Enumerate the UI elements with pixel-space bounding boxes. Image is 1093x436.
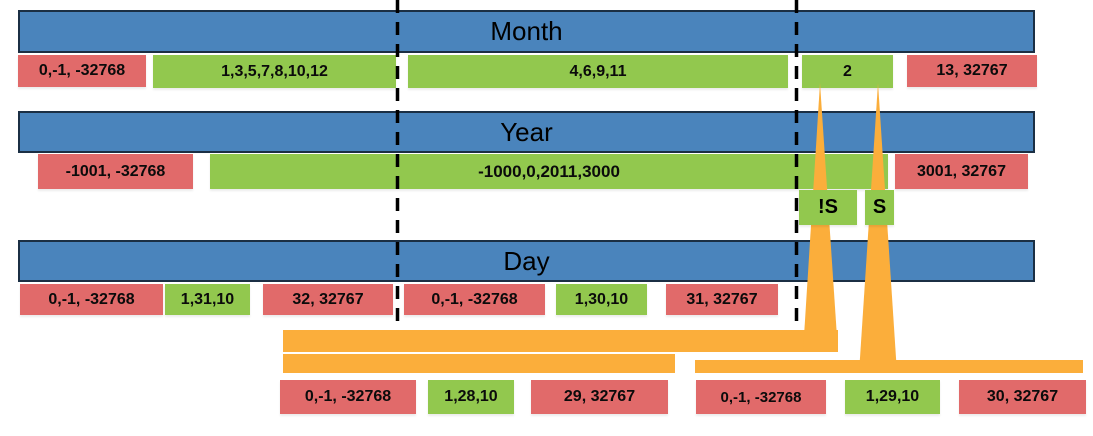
month-valid-30day-box: 4,6,9,11: [408, 55, 788, 88]
month-invalid-high-box: 13, 32767: [907, 55, 1037, 87]
feb-leap-invalid-low-box: 0,-1, -32768: [696, 380, 826, 414]
feb-leap-valid-box: 1,29,10: [845, 380, 940, 414]
year-invalid-low-box: -1001, -32768: [38, 154, 193, 189]
leap-year-flag: S: [865, 190, 894, 225]
feb-nonleap-invalid-low-box: 0,-1, -32768: [280, 380, 416, 414]
leap-connector-bar: [695, 360, 1083, 373]
day30-valid-box: 1,30,10: [556, 284, 647, 315]
feb-nonleap-invalid-high-box: 29, 32767: [531, 380, 668, 414]
year-invalid-high-box: 3001, 32767: [895, 154, 1028, 189]
nonleap-connector-bar-lower: [283, 354, 675, 373]
month-valid-february-box: 2: [802, 55, 893, 88]
day30-invalid-low-box: 0,-1, -32768: [404, 284, 545, 315]
month-invalid-low-box: 0,-1, -32768: [18, 55, 146, 87]
nonleap-connector-bar-upper: [283, 330, 838, 352]
day30-invalid-high-box: 31, 32767: [666, 284, 778, 315]
day-bar-title: Day: [503, 245, 550, 276]
feb-nonleap-valid-box: 1,28,10: [428, 380, 514, 414]
year-valid-range-box: -1000,0,2011,3000: [210, 154, 888, 189]
day31-invalid-high-box: 32, 32767: [263, 284, 393, 315]
day31-invalid-low-box: 0,-1, -32768: [20, 284, 163, 315]
day31-valid-box: 1,31,10: [165, 284, 250, 315]
day-bar: Day: [18, 240, 1035, 282]
month-bar: Month: [18, 10, 1035, 53]
not-leap-year-flag: !S: [799, 190, 857, 225]
month-valid-31day-box: 1,3,5,7,8,10,12: [153, 55, 396, 88]
year-bar: Year: [18, 111, 1035, 153]
feb-leap-invalid-high-box: 30, 32767: [959, 380, 1086, 414]
month-bar-title: Month: [490, 16, 563, 46]
year-bar-title: Year: [500, 116, 553, 147]
